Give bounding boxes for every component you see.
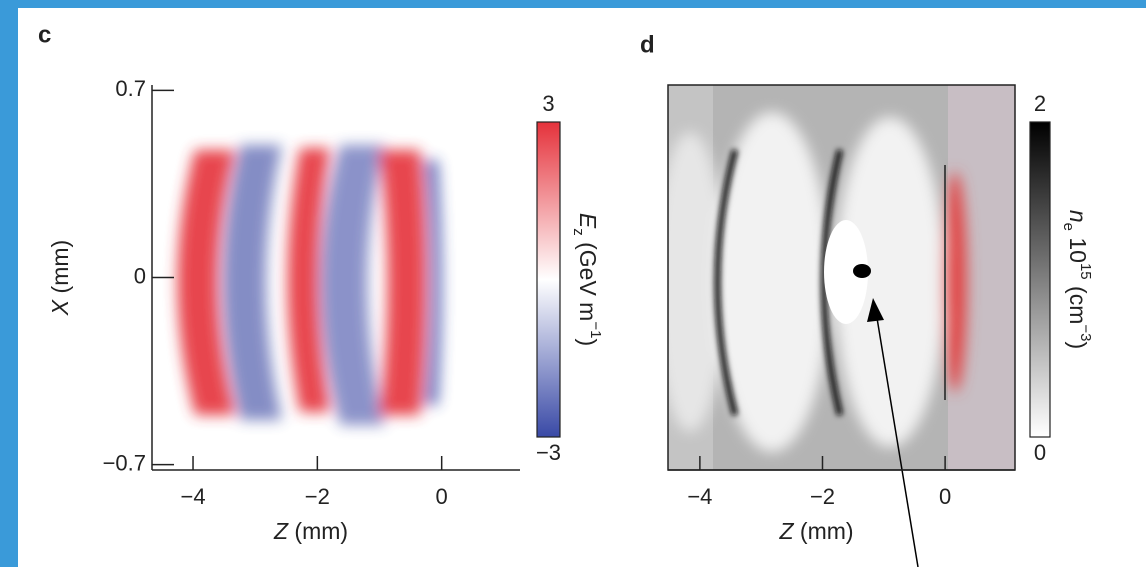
axis-label: Z (mm) (273, 518, 348, 544)
colorbar-tick-label: −3 (536, 440, 561, 465)
colorbar-tick-label: 2 (1034, 91, 1046, 116)
density-map (668, 85, 1015, 470)
colorbar-tick-label: 3 (542, 91, 554, 116)
label-part: (cm (1065, 280, 1091, 325)
label-part: −3 (1077, 324, 1094, 341)
label-part: (mm) (47, 240, 73, 300)
label-part: n (1065, 210, 1091, 223)
y-tick-label: 0.7 (115, 76, 146, 101)
axis-label: Z (mm) (778, 518, 853, 544)
label-part: ) (575, 338, 601, 346)
label-part: Z (778, 518, 794, 544)
y-tick-label: −0.7 (103, 450, 146, 475)
axis-label: ne 1015 (cm−3) (1060, 210, 1094, 349)
label-part: (mm) (794, 518, 854, 544)
panel-label: c (38, 21, 51, 48)
label-part: (mm) (288, 518, 348, 544)
label-part: (GeV m (575, 236, 601, 322)
axis-label: Ez (GeV m−1) (570, 213, 604, 346)
label-part: E (575, 213, 601, 229)
slide-border (0, 0, 18, 567)
arrow (867, 298, 919, 567)
x-tick-label: 0 (939, 484, 951, 509)
label-part: Z (273, 518, 289, 544)
x-tick-label: −2 (305, 484, 330, 509)
y-tick-label: 0 (134, 263, 146, 288)
label-part: −1 (587, 321, 604, 338)
field-map (177, 145, 442, 425)
colorbar-tick-label: 0 (1034, 440, 1046, 465)
colorbar (536, 121, 561, 438)
label-part: X (47, 298, 73, 316)
label-part: z (570, 228, 587, 236)
panel-label: d (640, 31, 655, 58)
label-part: ) (1065, 341, 1091, 349)
label-part: e (1060, 223, 1077, 231)
colorbar (1029, 121, 1051, 438)
label-part: 15 (1077, 263, 1094, 280)
axis-label: X (mm) (47, 240, 73, 316)
x-tick-label: 0 (436, 484, 448, 509)
slide-border (0, 0, 1146, 8)
x-tick-label: −4 (180, 484, 205, 509)
x-tick-label: −4 (687, 484, 712, 509)
x-tick-label: −2 (810, 484, 835, 509)
label-part: 10 (1065, 231, 1091, 263)
